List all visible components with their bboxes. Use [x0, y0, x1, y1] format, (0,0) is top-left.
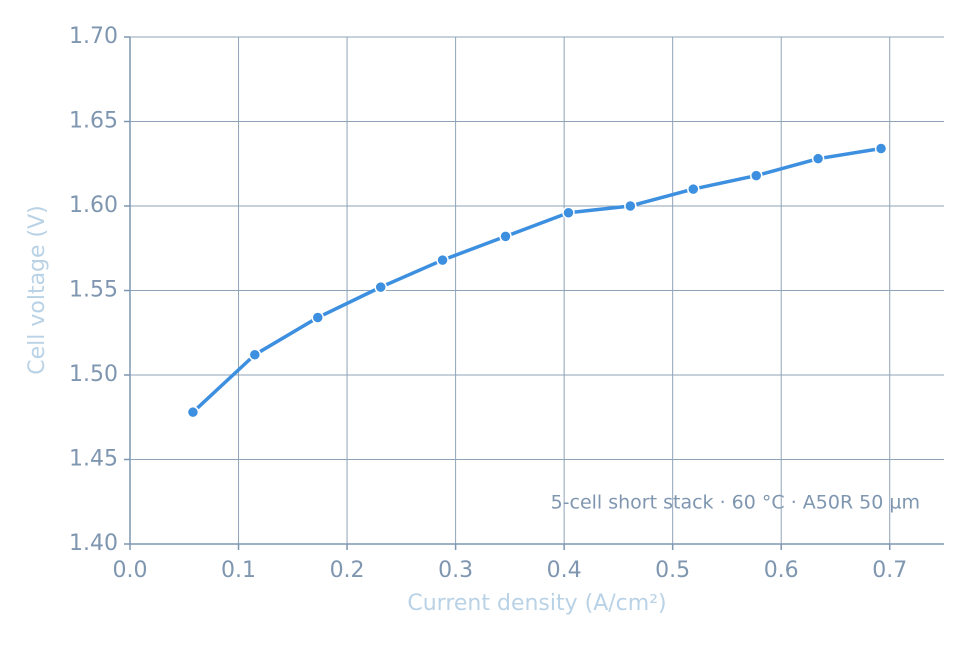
y-tick-label: 1.45: [69, 447, 118, 472]
x-tick-label: 0.2: [330, 558, 365, 583]
x-axis-label: Current density (A/cm²): [407, 591, 666, 616]
annotation: 5-cell short stack · 60 °C · A50R 50 µm: [551, 492, 920, 514]
data-point: [248, 348, 262, 361]
y-tick-label: 1.60: [69, 193, 118, 218]
x-tick-label: 0.1: [221, 558, 256, 583]
data-point: [811, 152, 825, 165]
data-point: [687, 182, 700, 196]
data-point: [374, 280, 387, 294]
data-point: [749, 169, 763, 182]
data-point: [436, 253, 449, 267]
x-tick-label: 0.0: [113, 558, 148, 583]
y-axis-label: Cell voltage (V): [25, 205, 50, 375]
y-tick-label: 1.55: [69, 278, 118, 303]
series-line: [191, 146, 882, 414]
x-tick-label: 0.7: [872, 558, 907, 583]
data-point: [624, 199, 637, 213]
data-point: [874, 142, 888, 155]
y-tick-label: 1.50: [69, 362, 118, 387]
y-tick-label: 1.40: [69, 531, 118, 556]
x-tick-label: 0.6: [764, 558, 799, 583]
data-point: [562, 206, 575, 220]
data-point: [311, 311, 325, 324]
y-tick-label: 1.70: [69, 24, 118, 49]
data-point: [499, 230, 512, 243]
data-point: [186, 405, 200, 419]
x-tick-label: 0.5: [655, 558, 690, 583]
x-tick-label: 0.3: [438, 558, 473, 583]
x-tick-label: 0.4: [547, 558, 582, 583]
y-tick-label: 1.65: [69, 109, 118, 134]
